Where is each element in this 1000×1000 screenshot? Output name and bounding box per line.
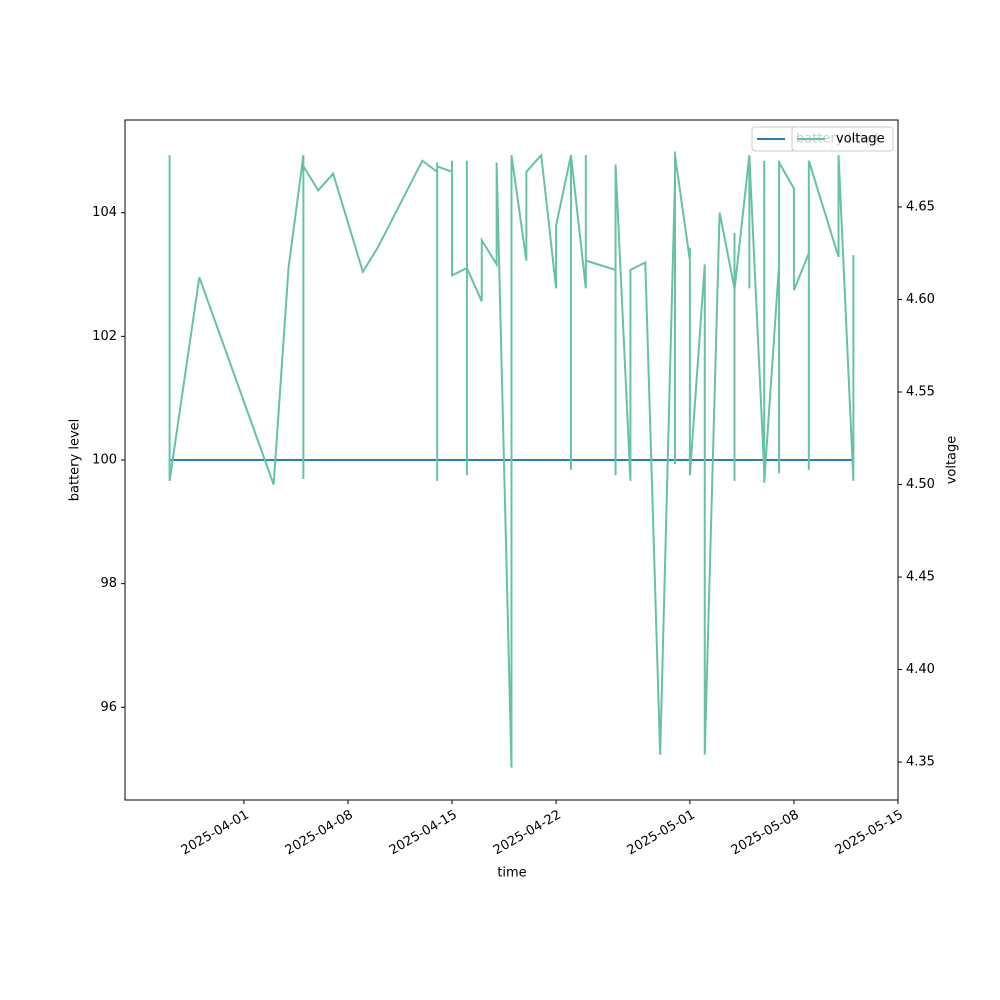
y-tick-label: 104 bbox=[92, 205, 117, 220]
y-tick-label: 100 bbox=[92, 453, 117, 468]
y2-axis-label: voltage bbox=[945, 436, 960, 485]
y-tick-label: 98 bbox=[100, 576, 117, 591]
x-tick-label: 2025-04-08 bbox=[283, 808, 356, 859]
x-axis-label: time bbox=[497, 866, 526, 881]
x-tick-label: 2025-04-15 bbox=[387, 808, 460, 859]
y2-tick-label: 4.35 bbox=[906, 755, 935, 770]
y2-tick-label: 4.40 bbox=[906, 662, 935, 677]
y2-tick-label: 4.65 bbox=[906, 199, 935, 214]
y2-tick-label: 4.55 bbox=[906, 385, 935, 400]
x-tick-label: 2025-05-15 bbox=[833, 808, 906, 859]
y2-tick-label: 4.60 bbox=[906, 292, 935, 307]
x-tick-label: 2025-04-22 bbox=[491, 808, 564, 859]
data-line bbox=[168, 151, 855, 768]
x-tick-label: 2025-04-01 bbox=[179, 808, 252, 859]
y-axis-label: battery level bbox=[68, 419, 83, 502]
x-tick-label: 2025-05-01 bbox=[625, 808, 698, 859]
legend-box bbox=[791, 126, 894, 152]
y-tick-label: 96 bbox=[100, 700, 117, 715]
x-tick-label: 2025-05-08 bbox=[729, 808, 802, 859]
y2-tick-label: 4.45 bbox=[906, 570, 935, 585]
y-tick-label: 102 bbox=[92, 329, 117, 344]
legend-label: voltage bbox=[836, 132, 885, 147]
y2-tick-label: 4.50 bbox=[906, 477, 935, 492]
